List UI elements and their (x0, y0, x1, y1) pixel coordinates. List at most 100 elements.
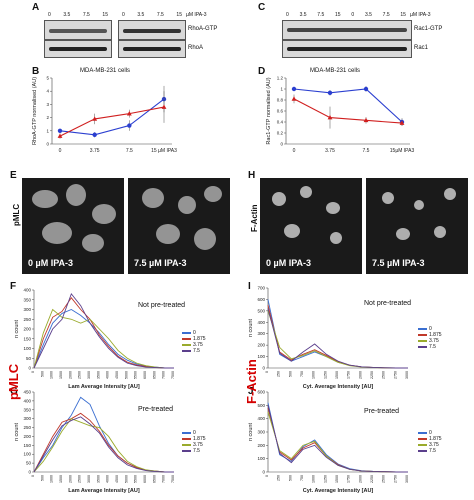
legend-item: 3.75 (182, 442, 206, 448)
x-tick-label: 2000 (68, 371, 72, 379)
y-tick-label: 0 (28, 470, 31, 475)
legend-item: 3.75 (182, 342, 206, 348)
y-tick-label: 100 (23, 346, 31, 351)
series-line (267, 305, 408, 369)
conc-label: 3.5 (299, 12, 307, 18)
conc-label: 0 (286, 12, 289, 18)
legend-label: 3.75 (429, 338, 439, 344)
legend-label: 7.5 (429, 448, 436, 454)
gradient-wedge-red (120, 4, 180, 10)
x-tick-label: 7500 (171, 475, 175, 483)
y-tick-label: 400 (23, 398, 31, 403)
legend-label: 0 (429, 430, 432, 436)
y-tick-label: 400 (257, 320, 265, 325)
x-tick-label: 2750 (393, 475, 397, 483)
y-tick-label: 300 (23, 416, 31, 421)
series-line (33, 308, 174, 369)
x-tick-label: 0 (265, 475, 269, 477)
x-tick-label: 2500 (78, 475, 82, 483)
legend-j-title: Pre-treated (364, 408, 400, 415)
x-axis-label: Lam Average Intensity [AU] (68, 488, 140, 494)
y-tick-label: 350 (23, 407, 31, 412)
micro-h-right-label: 7.5 µM IPA-3 (372, 258, 425, 268)
series-line (33, 297, 174, 369)
x-tick-label: 3.75 (90, 148, 100, 154)
y-tick-label: 1 (280, 87, 283, 92)
y-tick-label: 2 (46, 115, 49, 120)
x-tick-label: 15µM IPA3 (390, 148, 415, 154)
x-tick-label: 7.5 (363, 148, 370, 154)
conc-label: 7.5 (317, 12, 325, 18)
y-tick-label: 0.6 (277, 109, 284, 114)
y-axis-label: Rac1-GTP normalised (AU) (266, 77, 272, 144)
legend-label: 7.5 (193, 448, 200, 454)
y-tick-label: 1.2 (277, 76, 284, 81)
blot-c-gtp (282, 20, 412, 40)
y-tick-label: 200 (257, 443, 265, 448)
blot-a-conc-left: 0 3.5 7.5 15 (48, 12, 108, 18)
x-tick-label: 3000 (87, 475, 91, 483)
x-tick-label: 3000 (87, 371, 91, 379)
y-tick-label: 150 (23, 336, 31, 341)
series-line (267, 405, 408, 473)
series-line (267, 411, 408, 473)
conc-label: 0 (122, 12, 125, 18)
gradient-wedge-blue (286, 4, 342, 10)
micro-e-left-label: 0 µM IPA-3 (28, 258, 74, 268)
legend-item: 1.875 (418, 436, 442, 442)
y-tick-label: 200 (23, 434, 31, 439)
panel-label-d: D (258, 66, 266, 77)
series-line (33, 292, 174, 369)
x-tick-label: 2250 (370, 475, 374, 483)
y-tick-label: 600 (257, 390, 265, 395)
x-tick-label: 6000 (143, 475, 147, 483)
y-tick-label: 350 (23, 297, 31, 302)
x-tick-label: 3500 (96, 475, 100, 483)
x-tick-label: 5500 (134, 371, 138, 379)
micro-h-left: 0 µM IPA-3 (260, 178, 362, 274)
blot-c-unit: µM IPA-3 (410, 12, 431, 18)
x-axis-label: Cyt. Average Intensity [AU] (303, 488, 374, 494)
x-tick-label: 3.75 (325, 148, 335, 154)
y-axis-label: n count (248, 319, 254, 338)
x-tick-label: 2500 (382, 371, 386, 379)
data-point (92, 132, 97, 137)
data-point (57, 133, 63, 138)
series-line (59, 106, 165, 137)
y-tick-label: 1 (46, 128, 49, 133)
series-line (267, 308, 408, 369)
gradient-wedge-blue (46, 4, 106, 10)
x-tick-label: 500 (288, 371, 292, 377)
legend-label: 0 (429, 326, 432, 332)
conc-label: 15 (400, 12, 406, 18)
conc-label: 3.5 (137, 12, 145, 18)
x-tick-label: 500 (40, 371, 44, 377)
conc-label: 0 (351, 12, 355, 18)
conc-label: 3.5 (63, 12, 71, 18)
blot-a-row-gtp: RhoA-GTP (188, 26, 218, 32)
series-line (293, 88, 403, 123)
legend-item: 3.75 (418, 338, 442, 344)
data-point (127, 123, 132, 128)
y-tick-label: 50 (26, 461, 32, 466)
panel-label-a: A (32, 2, 40, 13)
y-tick-label: 150 (23, 443, 31, 448)
legend-item: 0 (182, 430, 206, 436)
legend-j: Pre-treated 0 1.875 3.75 7.5 (364, 408, 442, 454)
panel-label-b: B (32, 66, 40, 77)
y-tick-label: 300 (23, 307, 31, 312)
panel-label-h: H (248, 170, 256, 181)
data-point (57, 128, 63, 133)
y-tick-label: 0 (262, 470, 265, 475)
series-line (33, 396, 174, 473)
x-tick-label: 2000 (358, 475, 362, 483)
y-tick-label: 4 (46, 89, 49, 94)
x-tick-label: 7000 (162, 371, 166, 379)
x-tick-label: 0 (265, 371, 269, 373)
x-tick-label: 250 (277, 371, 281, 377)
legend-g-title: Pre-treated (138, 406, 174, 413)
legend-item: 1.875 (418, 332, 442, 338)
panel-label-c: C (258, 2, 266, 13)
y-tick-label: 0.8 (277, 98, 284, 103)
legend-label: 1.875 (429, 332, 442, 338)
